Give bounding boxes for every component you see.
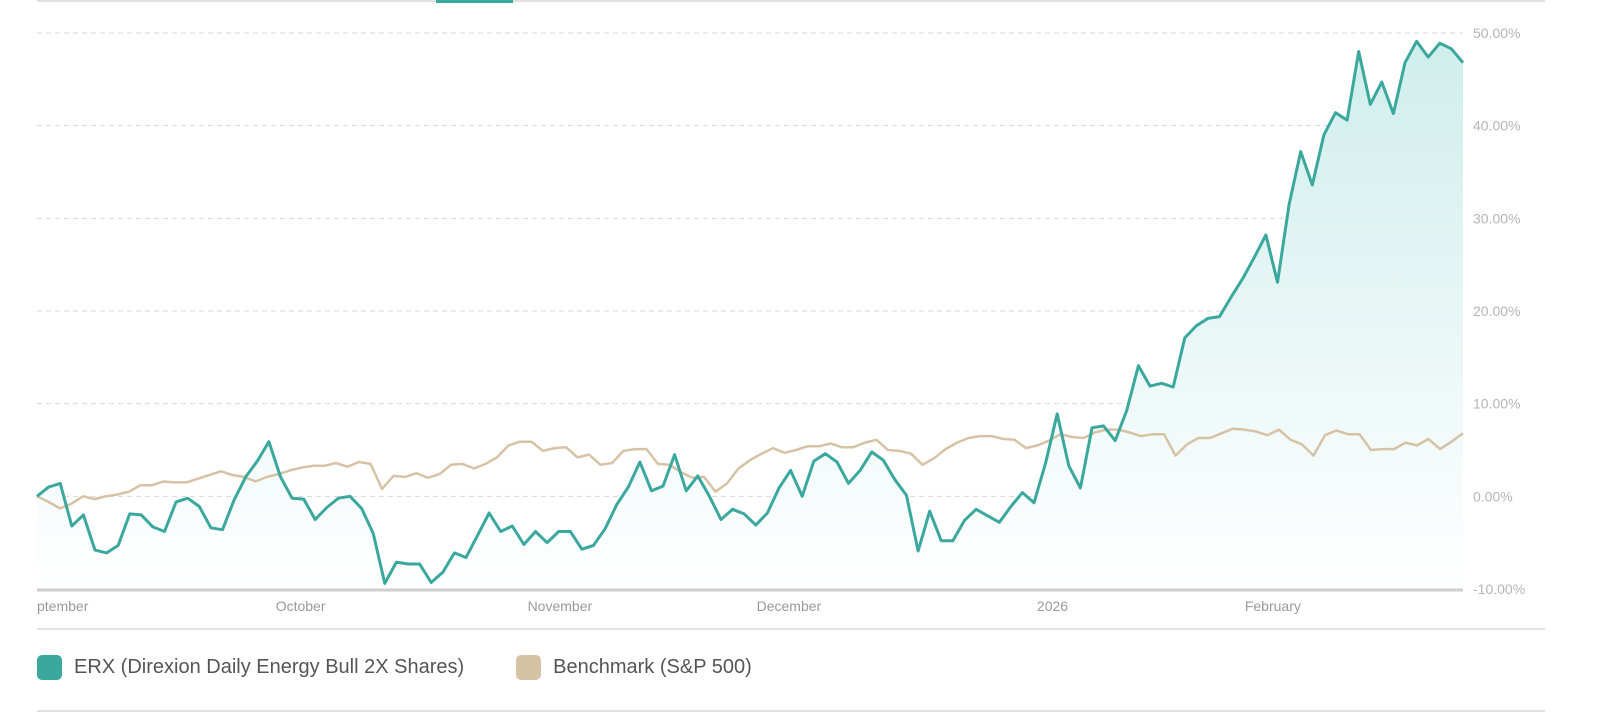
x-tick-label: 2026 <box>1037 598 1068 614</box>
y-tick-label: 0.00% <box>1473 488 1513 504</box>
erx-series-line <box>36 39 1465 585</box>
x-tick-label: February <box>1245 598 1301 614</box>
y-tick-label: 10.00% <box>1473 396 1520 412</box>
legend-item-erx[interactable]: ERX (Direxion Daily Energy Bull 2X Share… <box>37 655 464 680</box>
y-tick-label: 40.00% <box>1473 118 1520 134</box>
y-axis-ticks: 50.00% 40.00% 30.00% 20.00% 10.00% 0.00% -10.0… <box>1473 25 1525 597</box>
legend-item-benchmark[interactable]: Benchmark (S&P 500) <box>516 655 752 680</box>
erx-area-fill <box>37 41 1463 590</box>
y-tick-label: 20.00% <box>1473 303 1520 319</box>
x-tick-label: December <box>757 598 822 614</box>
y-tick-label: 50.00% <box>1473 25 1520 41</box>
y-tick-label: -10.00% <box>1473 581 1525 597</box>
x-tick-label: ptember <box>37 598 89 614</box>
legend-label-benchmark: Benchmark (S&P 500) <box>553 656 752 678</box>
x-tick-label: October <box>276 598 326 614</box>
chart-legend: ERX (Direxion Daily Energy Bull 2X Share… <box>37 655 804 680</box>
legend-swatch-erx <box>37 655 62 680</box>
x-tick-label: November <box>528 598 593 614</box>
benchmark-series-line <box>36 427 1464 510</box>
active-period-indicator <box>436 0 513 3</box>
legend-swatch-benchmark <box>516 655 542 680</box>
x-axis-ticks: ptember October November December 2026 Februa… <box>37 598 1301 614</box>
y-tick-label: 30.00% <box>1473 210 1520 226</box>
legend-label-erx: ERX (Direxion Daily Energy Bull 2X Share… <box>74 656 465 678</box>
